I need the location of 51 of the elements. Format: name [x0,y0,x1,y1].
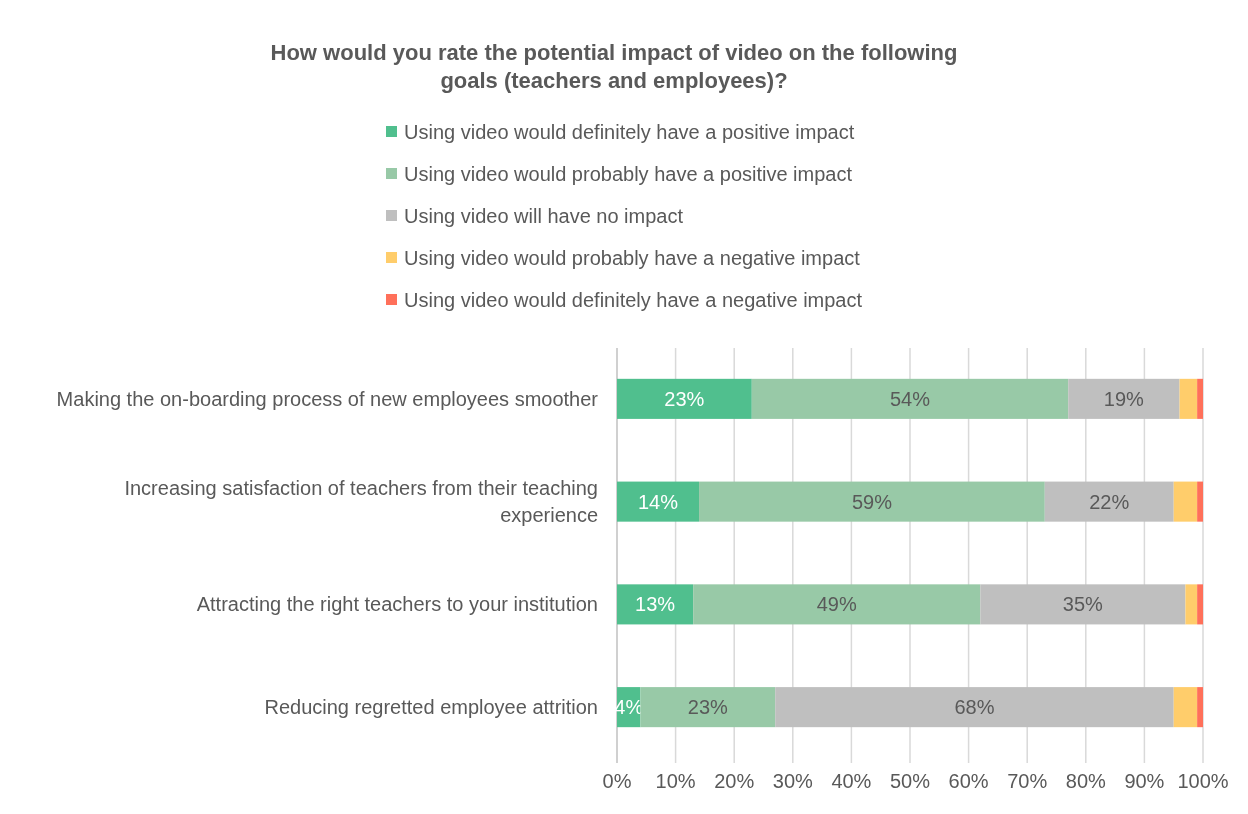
data-label: 68% [954,696,995,719]
data-label: 13% [635,593,676,616]
bar [1185,584,1198,625]
x-tick-label: 0% [602,770,632,792]
x-tick-label: 70% [1007,770,1048,792]
bar [1173,481,1198,522]
bar [1197,687,1203,728]
legend-label: Using video would probably have a positive impact [404,163,853,185]
data-label: 54% [889,387,931,410]
legend-label: Using video will have no impact [404,205,684,227]
bar [980,584,1186,625]
bar [1068,378,1180,419]
x-tick-label: 20% [714,770,755,792]
x-tick-label: 30% [772,770,814,792]
bar [775,687,1174,728]
bar [1173,687,1198,728]
legend-label: Using video would definitely have a negative impact [404,289,863,311]
bar [1179,378,1198,419]
bar [617,584,694,625]
legend-label: Using video would definitely have a positive impact [404,121,855,143]
x-tick-label: 40% [831,770,872,792]
bar [1197,378,1203,419]
x-tick-label: 100% [1177,770,1229,792]
bar [1197,481,1203,522]
y-tick-label: Making the on-boarding process of new employees smoother [56,387,599,410]
legend-label: Using video would probably have a negative impact [404,247,861,269]
bar [617,481,700,522]
x-tick-label: 50% [889,770,931,792]
data-label: 49% [816,593,857,616]
chart-title: How would you rate the potential impact of video on the following goals (teachers and employees)? [270,40,958,93]
bar [751,378,1069,419]
y-tick-label: Reducing regretted employee attrition [264,696,598,719]
x-tick-label: 90% [1124,770,1165,792]
data-label: 35% [1062,593,1104,616]
bar [1197,584,1203,625]
bar [699,481,1045,522]
data-label: 14% [638,490,679,513]
data-label: 59% [851,490,893,513]
bar [640,687,776,728]
y-tick-label: Increasing satisfaction of teachers from their teaching experience [124,477,598,527]
data-label: 19% [1103,387,1145,410]
data-label: 23% [664,387,705,410]
data-label: 23% [687,696,729,719]
x-tick-label: 80% [1065,770,1107,792]
x-tick-label: 60% [948,770,989,792]
data-label: 22% [1089,490,1130,513]
bar [617,378,752,419]
bar [1044,481,1174,522]
y-tick-label: Attracting the right teachers to your institution [196,593,598,616]
x-tick-label: 10% [655,770,696,792]
bar [693,584,981,625]
